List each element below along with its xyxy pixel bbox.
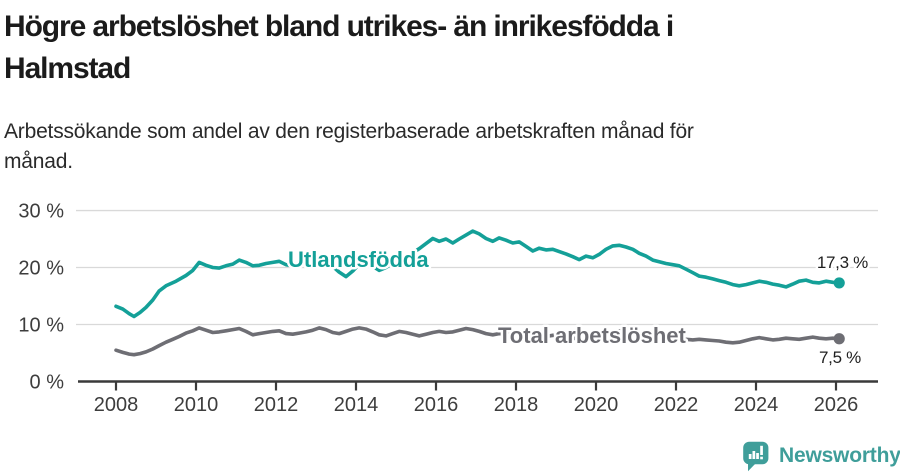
x-tick-label: 2016	[414, 394, 459, 416]
chart-subtitle-line-2: månad.	[4, 150, 73, 173]
value-label-total-arbetsloshet: 7,5 %	[819, 348, 861, 367]
x-tick-label: 2026	[814, 394, 859, 416]
series-line-total-arbetsloshet	[114, 326, 842, 357]
chart-title: Högre arbetslöshet bland utrikes- än inr…	[4, 6, 864, 90]
newsworthy-logo-icon	[743, 441, 769, 471]
y-tick-label: 0 %	[30, 372, 65, 394]
newsworthy-logo[interactable]: Newsworthy	[742, 441, 900, 471]
x-tick-label: 2008	[94, 394, 139, 416]
x-tick-label: 2024	[734, 394, 779, 416]
x-tick-label: 2018	[494, 394, 539, 416]
y-tick-label: 20 %	[18, 258, 64, 280]
value-label-utlandsfodda: 17,3 %	[817, 253, 868, 272]
series-line-utlandsfodda	[114, 229, 842, 319]
series-end-dot-total-arbetsloshet	[833, 333, 845, 345]
series-end-dot-utlandsfodda	[833, 277, 845, 289]
x-tick-label: 2010	[174, 394, 219, 416]
newsworthy-logo-text: Newsworthy	[779, 444, 900, 467]
chart-subtitle: Arbetssökande som andel av den registerb…	[4, 117, 864, 177]
series-label-total-arbetsloshet: Total arbetslöshet	[498, 323, 687, 348]
x-tick-label: 2014	[334, 394, 379, 416]
x-tick-label: 2020	[574, 394, 619, 416]
x-tick-label: 2022	[654, 394, 699, 416]
chart-subtitle-line-1: Arbetssökande som andel av den registerb…	[4, 120, 694, 143]
series-label-utlandsfodda: Utlandsfödda	[288, 247, 429, 272]
chart-title-line-1: Högre arbetslöshet bland utrikes- än inr…	[4, 10, 674, 43]
y-tick-label: 10 %	[18, 315, 64, 337]
chart-title-line-2: Halmstad	[4, 52, 131, 85]
y-tick-label: 30 %	[18, 201, 64, 223]
x-tick-label: 2012	[254, 394, 299, 416]
